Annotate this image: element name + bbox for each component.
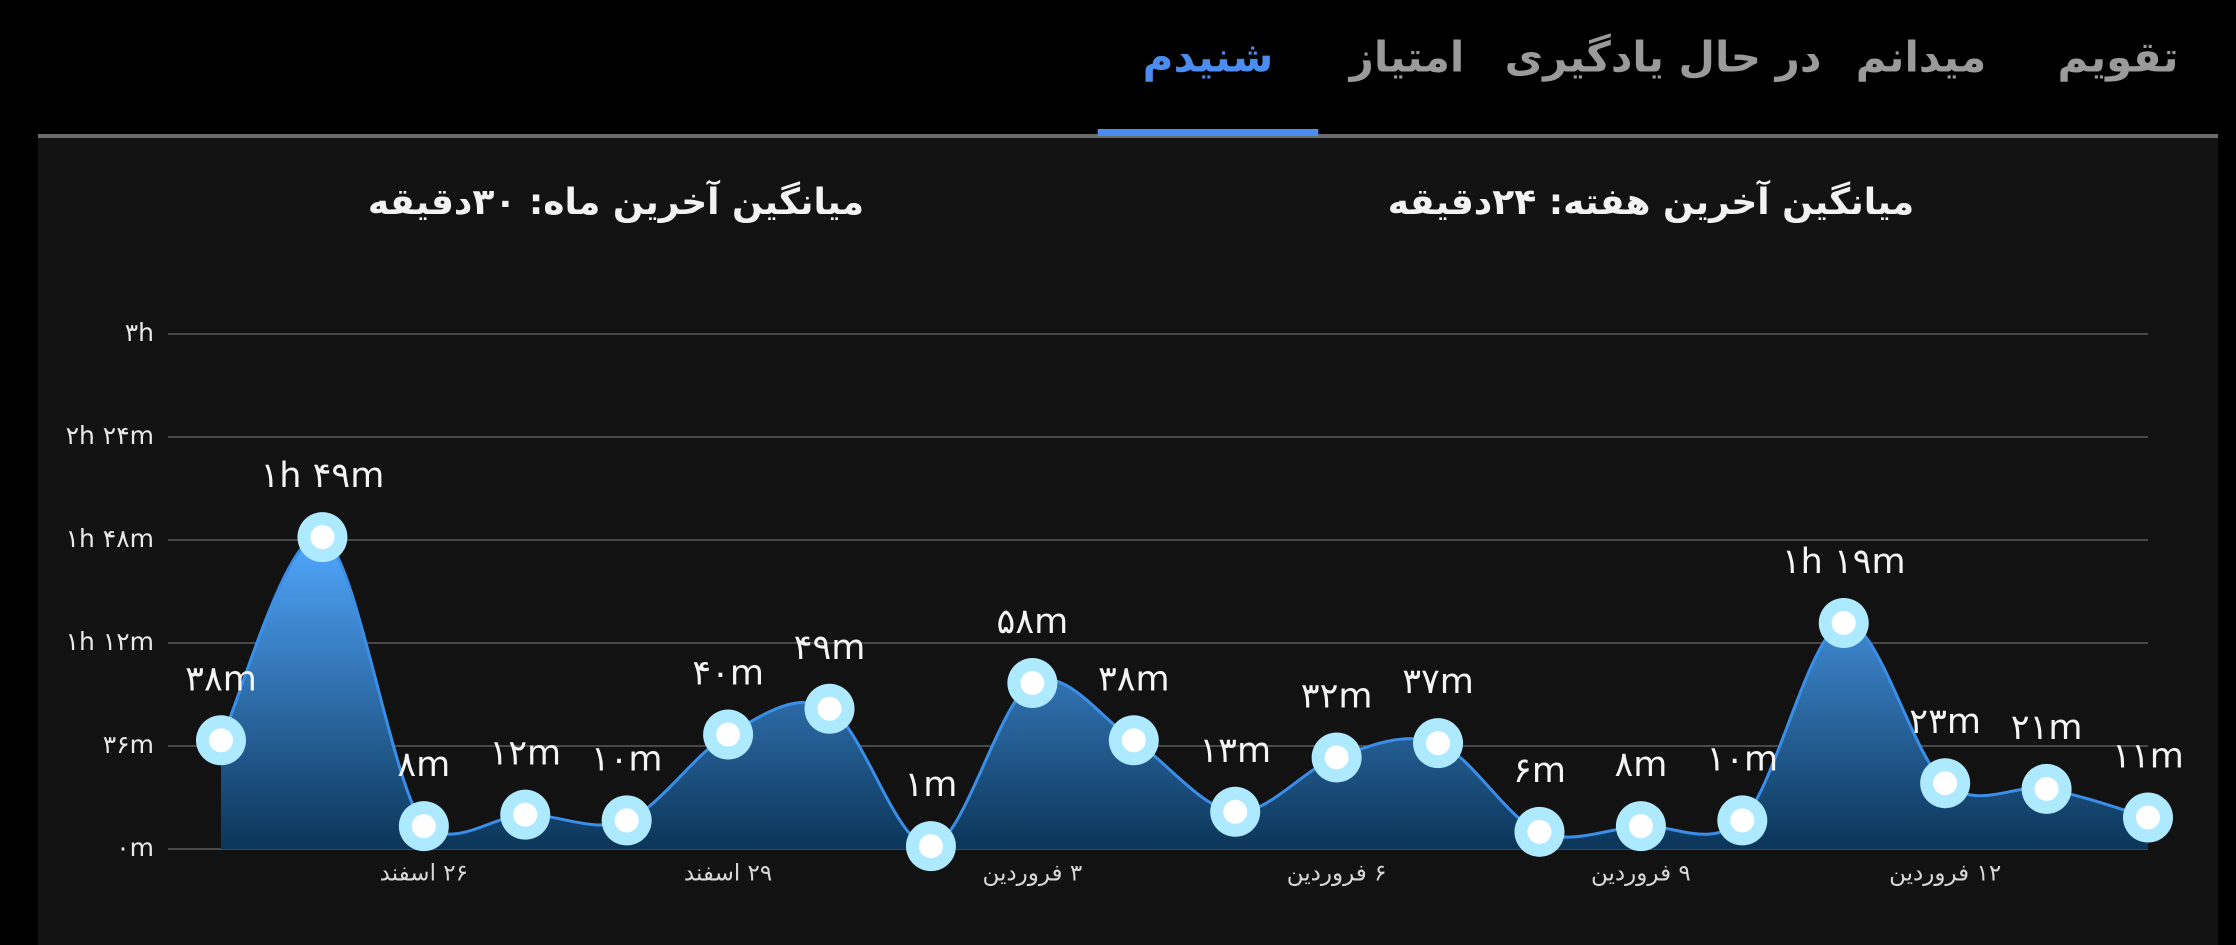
y-tick-label: ۱h ۴۸m	[66, 524, 154, 553]
area	[221, 536, 2148, 849]
value-label: ۱m	[904, 765, 957, 805]
point-center	[1933, 771, 1958, 796]
month-average: میانگین آخرین ماه: ۳۰دقیقه	[368, 179, 864, 223]
point-center	[1527, 819, 1552, 844]
point-center	[411, 814, 436, 839]
value-label: ۴۹m	[794, 628, 866, 668]
value-label: ۸m	[397, 745, 450, 785]
value-label: ۱۱m	[2112, 737, 2184, 777]
value-label: ۲۳m	[1909, 702, 1981, 742]
value-label: ۱h ۴۹m	[261, 456, 385, 496]
value-label: ۱۲m	[489, 734, 561, 774]
point-center	[310, 525, 335, 550]
tab[interactable]: تقویم	[2057, 33, 2178, 83]
tab[interactable]: شنیدم	[1143, 33, 1274, 83]
value-label: ۳۸m	[1098, 659, 1170, 699]
point-center	[2034, 776, 2059, 801]
point-center	[817, 696, 842, 721]
tab[interactable]: میدانم	[1856, 33, 1987, 82]
value-label: ۸m	[1614, 745, 1667, 785]
y-tick-label: ۳۶m	[103, 730, 154, 759]
x-tick-label: ۱۲ فروردین	[1889, 861, 2001, 887]
value-label: ۶m	[1513, 751, 1566, 791]
x-tick-label: ۶ فروردین	[1287, 861, 1387, 887]
point-center	[1730, 808, 1755, 833]
point-center	[614, 808, 639, 833]
active-tab-indicator	[1097, 129, 1319, 136]
point-center	[2136, 805, 2160, 830]
tab[interactable]: امتیاز	[1348, 33, 1465, 82]
point-center	[209, 728, 233, 753]
value-label: ۴۰m	[692, 654, 764, 694]
x-tick-label: ۲۶ اسفند	[380, 861, 468, 887]
point-center	[1628, 814, 1653, 839]
y-tick-label: ۰m	[116, 833, 154, 862]
point-center	[1831, 610, 1856, 635]
y-tick-label: ۳h	[125, 318, 154, 347]
value-label: ۳۷m	[1402, 662, 1474, 702]
value-label: ۱۰m	[591, 739, 663, 779]
value-label: ۲۱m	[2011, 708, 2083, 748]
value-label: ۳۲m	[1301, 676, 1373, 716]
point-center	[1223, 799, 1248, 824]
point-center	[1426, 731, 1451, 756]
point-center	[513, 802, 538, 827]
value-label: ۵۸m	[997, 602, 1069, 642]
value-label: ۳۸m	[185, 659, 257, 699]
point-center	[716, 722, 741, 747]
x-tick-label: ۲۹ اسفند	[684, 861, 772, 887]
point-center	[1121, 728, 1146, 753]
y-tick-label: ۱h ۱۲m	[66, 627, 154, 656]
week-average: میانگین آخرین هفته: ۲۴دقیقه	[1388, 179, 1914, 223]
point-center	[1020, 671, 1045, 696]
value-label: ۱h ۱۹m	[1782, 542, 1906, 582]
tab[interactable]: در حال یادگیری	[1505, 33, 1822, 83]
value-label: ۱۳m	[1199, 731, 1271, 771]
value-label: ۱۰m	[1706, 739, 1778, 779]
x-tick-label: ۹ فروردین	[1591, 861, 1691, 887]
point-center	[918, 834, 943, 859]
y-tick-label: ۲h ۲۴m	[66, 421, 154, 450]
x-tick-label: ۳ فروردین	[983, 861, 1083, 887]
point-center	[1324, 745, 1349, 770]
